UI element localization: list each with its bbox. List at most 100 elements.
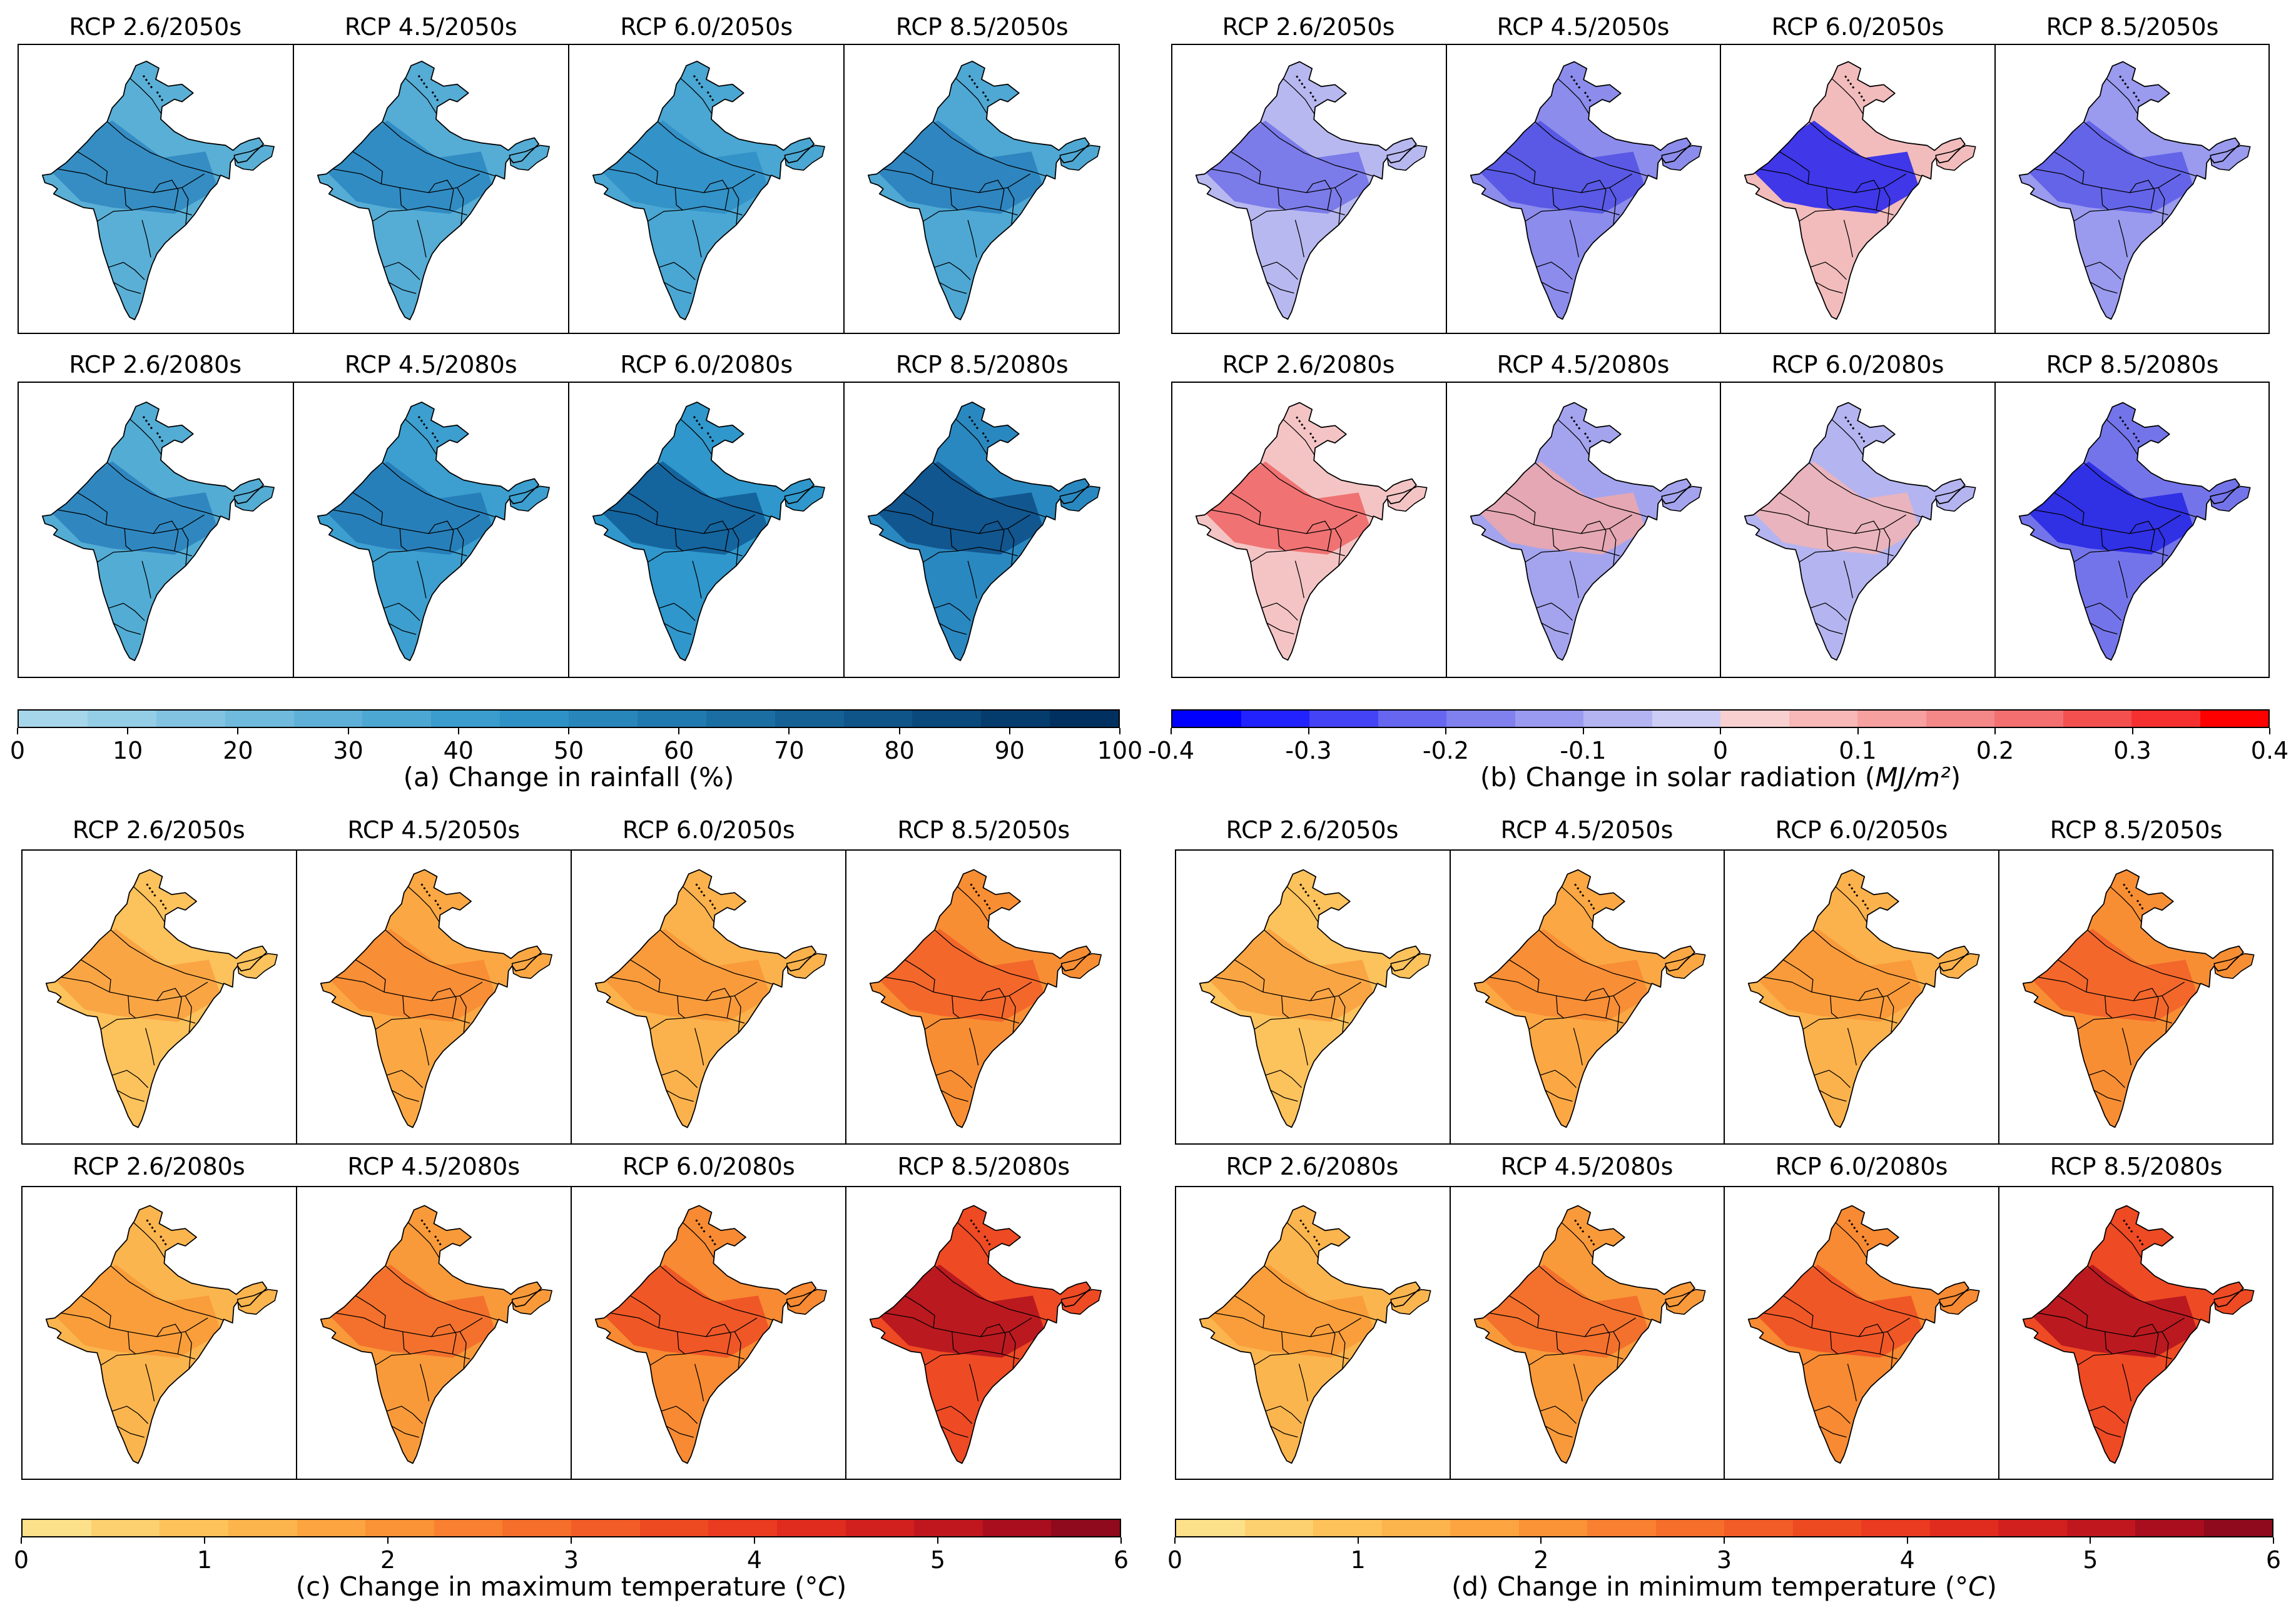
map-northeast (1939, 953, 1980, 980)
map-boundary (2086, 929, 2210, 988)
map-border-dashes (968, 415, 990, 443)
map-boundary (1612, 1331, 1620, 1369)
map-title: RCP 6.0/2080s (622, 1153, 795, 1180)
map-cell (296, 851, 571, 1143)
map-boundary (1294, 220, 1304, 258)
map-border-dashes (417, 415, 440, 443)
map-boundary (1812, 929, 1935, 988)
colorbar-tick-label: 2 (380, 1546, 396, 1574)
colorbar-segment (365, 1520, 434, 1536)
map-boundary (674, 187, 683, 211)
map-outline (317, 402, 540, 661)
map-cell (1724, 1187, 1998, 1479)
map-boundary (2057, 959, 2088, 993)
map-boundary (1528, 1350, 1623, 1366)
map-boundary (1584, 1324, 1610, 1354)
map-boundary (1266, 281, 1294, 294)
map-region-shade (318, 461, 494, 555)
map-boundary (1334, 187, 1342, 225)
map-border-dashes (1848, 883, 1870, 911)
map-boundary (2161, 995, 2168, 1033)
map-boundary (372, 547, 467, 563)
map-boundary (153, 180, 179, 210)
map-boundary (649, 1350, 745, 1366)
india-map (1744, 402, 1976, 661)
colorbar-segment (293, 711, 363, 727)
map-border-dashes (693, 74, 715, 103)
map-boundary (663, 622, 692, 635)
map-border-dashes (2118, 75, 2140, 103)
colorbar-segment (19, 711, 88, 727)
colorbar-segment (1309, 711, 1378, 727)
colorbar-tick-label: 20 (223, 737, 253, 764)
map-region-shade (1197, 120, 1371, 214)
map-boundary (1815, 281, 1843, 294)
map-boundary (1508, 1295, 1540, 1329)
map-outline (1195, 61, 1417, 320)
map-boundary (2133, 988, 2159, 1018)
map-boundary (352, 492, 384, 525)
map-title: RCP 2.6/2080s (69, 351, 242, 378)
map-cell (296, 1187, 571, 1479)
colorbar-ticks: 0 10 20 30 40 50 60 70 80 90 100 (10, 728, 1142, 772)
colorbar-segment (1655, 1520, 1724, 1536)
colorbar-tick (1119, 728, 1120, 734)
map-boundary (1264, 929, 1386, 988)
colorbar-segment (2131, 711, 2200, 727)
map-boundary (2089, 281, 2118, 294)
map-boundary (950, 528, 958, 552)
map-boundary (905, 959, 935, 993)
colorbar-segment (571, 1520, 640, 1536)
map-boundary (1538, 929, 1661, 988)
map-boundary (1858, 1324, 1884, 1354)
map-boundary (2085, 602, 2121, 621)
map-cell (1994, 45, 2269, 333)
map-boundary (1540, 622, 1569, 635)
map-boundary (1580, 180, 1607, 210)
colorbar-segment (434, 1520, 503, 1536)
map-boundary (382, 121, 505, 180)
colorbar-tick (1120, 1537, 1122, 1544)
colorbar-tick (457, 728, 459, 734)
map-boundary (2104, 995, 2113, 1019)
map-boundary (1334, 528, 1342, 566)
map-boundary (1802, 1350, 1897, 1366)
colorbar-segment (775, 711, 844, 727)
map-boundary (399, 187, 408, 211)
map-outline (1199, 1205, 1421, 1464)
map-region-shade (1749, 928, 1924, 1022)
map-boundary (938, 281, 967, 294)
colorbar-segment (1929, 1520, 1998, 1536)
colorbar-segment (23, 1520, 91, 1536)
map-border-dashes (1296, 416, 1318, 443)
map-boundary (648, 206, 743, 222)
colorbar-segment (362, 711, 432, 727)
map-title: RCP 6.0/2050s (620, 13, 793, 41)
colorbar-segment (1378, 711, 1446, 727)
map-region-shade (47, 1264, 221, 1358)
map-boundary (457, 187, 464, 225)
map-boundary (145, 1028, 155, 1066)
map-boundary (1254, 1350, 1349, 1366)
colorbar-tick-label: 40 (443, 737, 474, 764)
colorbar-segment (1926, 711, 1994, 727)
map-region-shade (869, 461, 1044, 555)
map-boundary (1294, 560, 1304, 599)
colorbar-tick-label: 0 (1712, 737, 1729, 764)
map-boundary (2057, 1295, 2088, 1329)
map-boundary (459, 995, 467, 1033)
colorbar-segment (1857, 711, 1926, 727)
colorbar-ticks: 0 1 2 3 4 5 6 (14, 1537, 1129, 1581)
map-boundary (1261, 261, 1298, 280)
map-boundary (677, 1331, 686, 1355)
colorbar-segment (981, 711, 1050, 727)
colorbar-segment (225, 711, 294, 727)
map-title: RCP 2.6/2050s (72, 816, 245, 844)
map-boundary (1540, 281, 1569, 294)
colorbar-segment (1450, 1520, 1519, 1536)
map-cell (843, 45, 1119, 333)
map-boundary (1250, 206, 1345, 222)
colorbar-tick-label: 50 (553, 737, 584, 764)
map-boundary (1883, 528, 1891, 566)
map-boundary (1812, 1265, 1935, 1324)
